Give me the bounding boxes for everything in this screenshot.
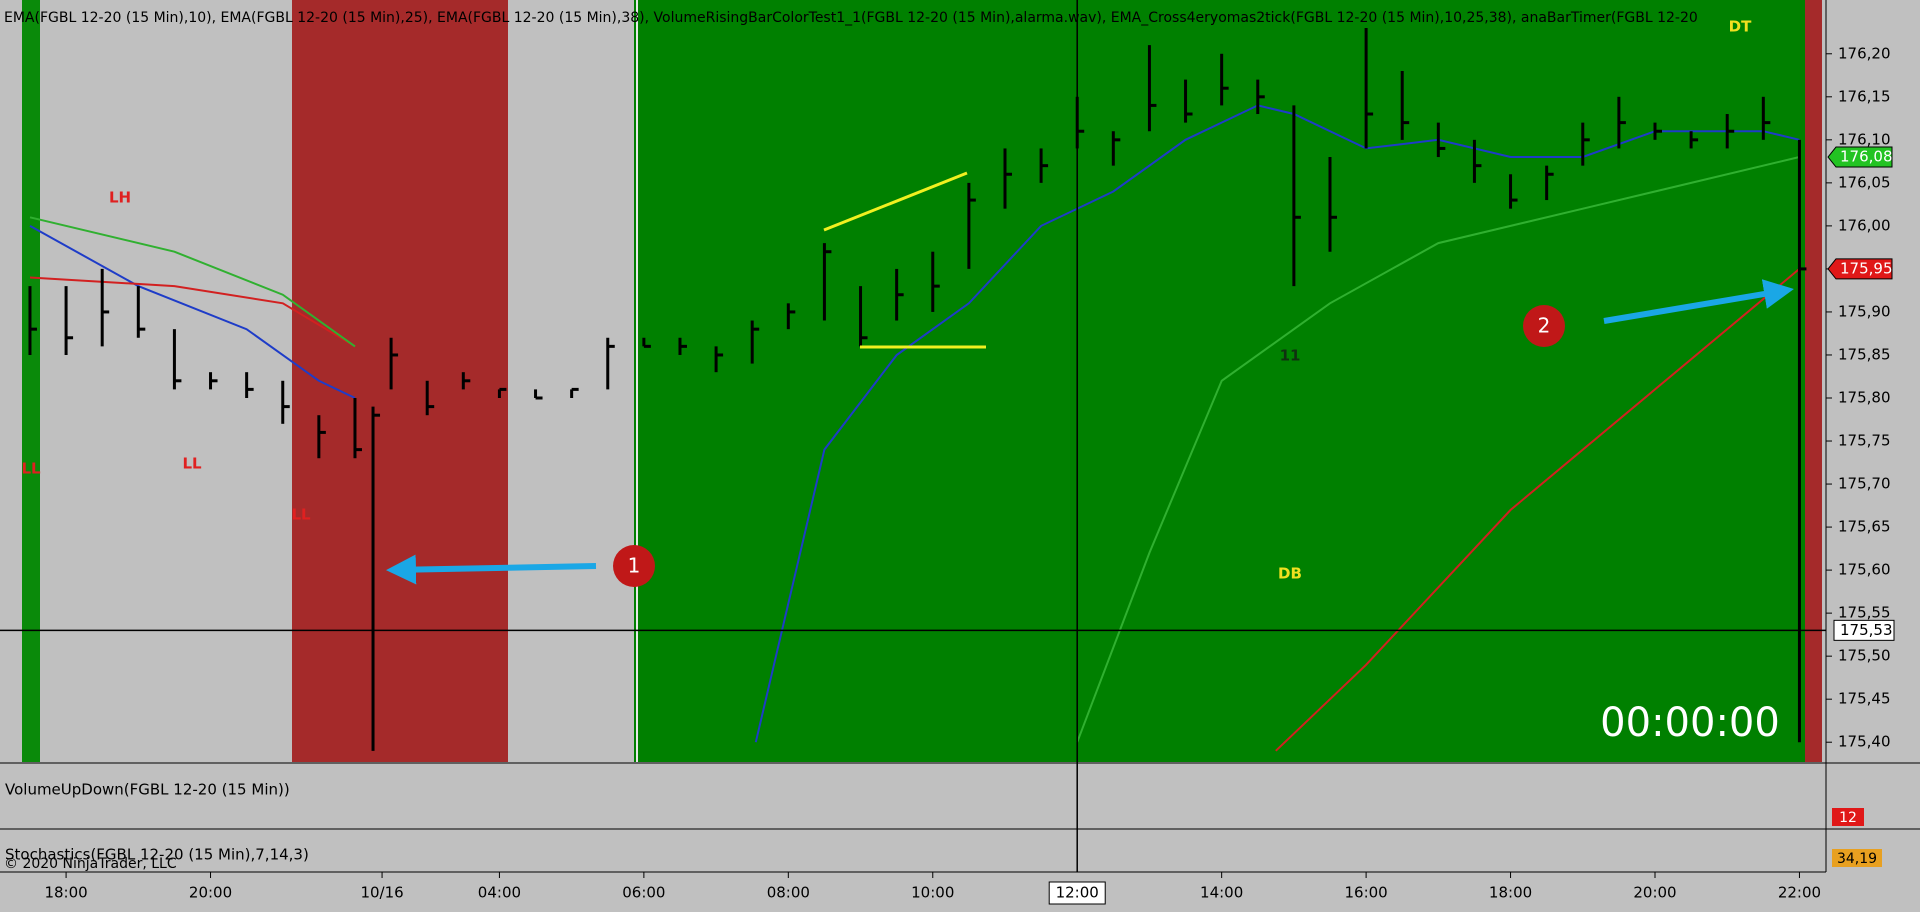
panel-marker-label: 12 [1839, 810, 1857, 826]
crosshair-y-box [1833, 619, 1895, 641]
x-tick-label: 10/16 [360, 884, 403, 902]
signal-zone [292, 0, 508, 762]
x-tick-label: 22:00 [1778, 884, 1821, 902]
panel-title: Stochastics(FGBL 12-20 (15 Min),7,14,3) [5, 846, 309, 864]
y-tick-label: 175,60 [1838, 561, 1891, 579]
y-tick-label: 175,80 [1838, 388, 1891, 406]
session-line [636, 0, 638, 762]
y-tick-label: 176,15 [1838, 87, 1891, 105]
y-tick-label: 175,40 [1838, 733, 1891, 751]
stochastics-panel [0, 830, 1826, 872]
pattern-label: DT [1729, 18, 1752, 36]
y-tick-label: 176,10 [1838, 130, 1891, 148]
panel-marker [1832, 808, 1864, 826]
pattern-label: LL [291, 506, 311, 524]
callout-arrow [386, 554, 597, 585]
crosshair-y-label: 175,53 [1840, 621, 1893, 639]
price-marker [1827, 146, 1893, 168]
callout-arrow [1603, 279, 1794, 324]
pattern-label: 11 [1280, 347, 1301, 365]
y-tick-label: 175,75 [1838, 432, 1891, 450]
indicator-header: EMA(FGBL 12-20 (15 Min),10), EMA(FGBL 12… [4, 10, 1698, 26]
panel-marker [1832, 849, 1882, 867]
pattern-label: LH [109, 189, 131, 207]
y-tick-label: 175,70 [1838, 475, 1891, 493]
y-tick-label: 175,65 [1838, 518, 1891, 536]
price-marker-label: 176,08 [1840, 148, 1893, 166]
x-tick-label: 06:00 [622, 884, 665, 902]
volume-panel [0, 764, 1826, 828]
x-tick-label: 04:00 [478, 884, 521, 902]
pattern-label: LL [21, 460, 41, 478]
signal-zone [1805, 0, 1822, 762]
y-tick-label: 175,55 [1838, 604, 1891, 622]
x-tick-label: 18:00 [1489, 884, 1532, 902]
signal-zone [22, 0, 40, 762]
ema-line [29, 156, 1800, 743]
x-tick-label: 14:00 [1200, 884, 1243, 902]
x-tick-label: 08:00 [767, 884, 810, 902]
y-tick-label: 175,45 [1838, 690, 1891, 708]
x-tick-label: 16:00 [1344, 884, 1387, 902]
callout-number: 2 [1538, 314, 1551, 338]
crosshair-x-label: 12:00 [1056, 884, 1099, 902]
y-tick-label: 175,50 [1838, 647, 1891, 665]
copyright: © 2020 NinjaTrader, LLC [4, 856, 177, 872]
callout-badge [1523, 305, 1565, 347]
pattern-label: LL [182, 455, 202, 473]
callout-number: 1 [628, 554, 641, 578]
crosshair-x-box [1048, 881, 1106, 905]
x-tick-label: 20:00 [189, 884, 232, 902]
x-tick-label: 20:00 [1633, 884, 1676, 902]
price-marker [1827, 258, 1893, 280]
panel-marker-label: 34,19 [1837, 851, 1877, 867]
x-tick-label: 18:00 [44, 884, 87, 902]
y-tick-label: 175,90 [1838, 302, 1891, 320]
panel-title: VolumeUpDown(FGBL 12-20 (15 Min)) [5, 781, 290, 799]
y-tick-label: 175,85 [1838, 345, 1891, 363]
trend-line [823, 171, 968, 232]
y-tick-label: 176,00 [1838, 216, 1891, 234]
signal-zone [634, 0, 1805, 762]
callout-badge [613, 545, 655, 587]
plot [28, 27, 1807, 752]
bar-timer: 00:00:00 [1600, 700, 1780, 746]
y-tick-label: 176,20 [1838, 44, 1891, 62]
price-marker-label: 175,95 [1840, 259, 1893, 277]
pattern-label: DB [1278, 565, 1302, 583]
y-tick-label: 176,05 [1838, 173, 1891, 191]
x-tick-label: 10:00 [911, 884, 954, 902]
